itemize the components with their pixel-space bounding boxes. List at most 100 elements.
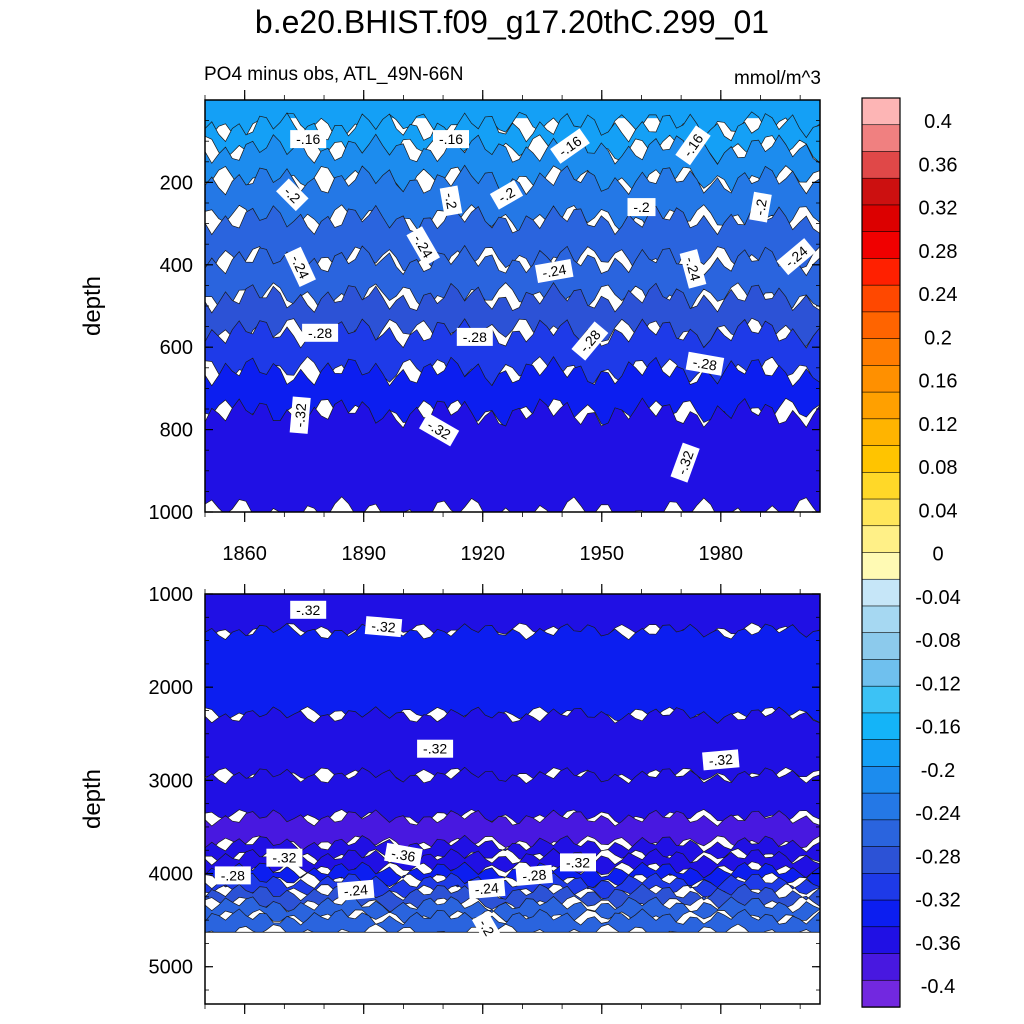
x-tick-label: 1950 — [580, 543, 625, 565]
y-tick-label: 4000 — [149, 864, 194, 886]
contour-label-text: -.2 — [476, 917, 498, 939]
colorbar-swatch — [861, 258, 901, 286]
colorbar-swatch — [861, 685, 901, 714]
contour-label: -.24 — [337, 879, 375, 901]
contour-label-box — [364, 616, 403, 638]
colorbar-swatch — [861, 739, 901, 768]
contour-label: -.2 — [627, 198, 656, 217]
colorbar-swatch — [861, 819, 901, 848]
colorbar-swatch — [861, 311, 901, 340]
contour-label-box — [384, 842, 423, 867]
colorbar-label: 0.4 — [924, 111, 952, 133]
contour-label-box — [290, 130, 327, 149]
y-tick-label: 800 — [160, 420, 193, 442]
contour-label-text: -.28 — [463, 329, 487, 345]
colorbar-label: -0.36 — [915, 933, 961, 955]
contour-label-text: -.24 — [474, 879, 500, 897]
colorbar-swatch — [861, 979, 901, 1008]
colorbar-frame — [861, 97, 901, 1008]
contour-label-box — [560, 853, 596, 872]
colorbar-label: 0.12 — [919, 414, 958, 436]
contour-label: -.16 — [290, 130, 327, 149]
contour-band — [205, 623, 820, 724]
contour-label: -.2 — [749, 191, 772, 223]
contour-label-text: -.28 — [308, 325, 332, 341]
lower-y-axis-title: depth — [79, 769, 106, 829]
contour-label-box — [685, 351, 725, 376]
contour-label: -.32 — [290, 600, 327, 619]
lower-axes: 1000 2000 3000 4000 5000 — [149, 584, 820, 1014]
colorbar-swatch — [861, 97, 901, 126]
contour-label-text: -.32 — [423, 741, 447, 757]
colorbar-swatch — [861, 766, 901, 794]
contour-label-box — [456, 327, 493, 346]
contour-label-text: -.32 — [708, 751, 734, 769]
y-tick-label: 200 — [160, 172, 193, 194]
colorbar-label: -0.04 — [915, 587, 961, 609]
contour-label: -.24 — [679, 249, 707, 289]
colorbar: 0.4 0.36 0.32 0.28 0.24 0.2 0.16 0.12 0.08 0.04 0 -… — [861, 97, 961, 1008]
y-tick-label: 5000 — [149, 957, 194, 979]
contour-label: -.28 — [302, 323, 339, 342]
colorbar-label: 0.04 — [919, 500, 958, 522]
contour-band — [205, 100, 820, 143]
contour-label: -.32 — [289, 396, 311, 434]
contour-label-box — [439, 185, 463, 217]
contour-band — [205, 706, 820, 785]
colorbar-label: -0.4 — [921, 976, 955, 998]
colorbar-label: -0.08 — [915, 630, 961, 652]
colorbar-swatch — [861, 525, 901, 554]
contour-label: -.24 — [534, 259, 574, 283]
colorbar-label: -0.28 — [915, 846, 961, 868]
contour-label: -.32 — [670, 442, 700, 483]
colorbar-label: -0.12 — [915, 673, 961, 695]
contour-label-box — [417, 739, 454, 758]
colorbar-swatch — [861, 552, 901, 580]
contour-label-box — [302, 323, 339, 342]
colorbar-label: 0.08 — [919, 457, 958, 479]
lower-plot-frame — [204, 593, 821, 1005]
colorbar-label: -0.16 — [915, 717, 961, 739]
contour-label: -.2 — [471, 910, 502, 945]
contour-label: -.32 — [417, 739, 454, 758]
contour-label-box — [670, 442, 700, 483]
contour-label-text: -.36 — [390, 845, 417, 865]
y-tick-label: 600 — [160, 337, 193, 359]
contour-label-box — [289, 396, 311, 434]
colorbar-swatch — [861, 151, 901, 179]
contour-label-text: -.32 — [291, 402, 309, 428]
contour-label: -.36 — [384, 842, 423, 867]
contour-label-text: -.24 — [682, 255, 704, 283]
contour-label: -.32 — [702, 749, 740, 771]
contour-label-box — [679, 249, 707, 289]
contour-label-text: -.2 — [633, 199, 650, 215]
y-tick-label: 1000 — [149, 502, 194, 524]
x-tick-label: 1920 — [460, 543, 505, 565]
y-tick-label: 2000 — [149, 677, 194, 699]
contour-label: -.28 — [685, 351, 725, 376]
colorbar-label: -0.32 — [915, 890, 961, 912]
contour-label: -.28 — [515, 864, 554, 886]
colorbar-swatch — [861, 899, 901, 928]
upper-contour-fills — [205, 100, 820, 512]
colorbar-swatch — [861, 231, 901, 260]
colorbar-swatch — [861, 712, 901, 741]
y-tick-label: 1000 — [149, 584, 194, 606]
colorbar-label: 0.28 — [919, 241, 958, 263]
contour-band — [205, 766, 820, 827]
colorbar-label: 0.2 — [924, 327, 952, 349]
contour-label-box — [467, 877, 506, 900]
x-tick-label: 1890 — [341, 543, 386, 565]
contour-label: -.32 — [560, 853, 596, 872]
figure-title: b.e20.BHIST.f09_g17.20thC.299_01 — [254, 4, 770, 40]
colorbar-swatch — [861, 926, 901, 955]
colorbar-swatch — [861, 124, 901, 153]
contour-label-text: -.32 — [566, 854, 590, 870]
colorbar-swatch — [861, 498, 901, 527]
contour-label-text: -.28 — [522, 866, 548, 884]
contour-label-box — [290, 600, 327, 619]
lower-contour-labels: -.32 -.32 -.32 -.32 -.32 -.36 -.32 -.28 -.28 -.24… — [214, 600, 740, 945]
upper-y-axis-title: depth — [79, 276, 106, 336]
contour-label: -.32 — [364, 616, 403, 638]
